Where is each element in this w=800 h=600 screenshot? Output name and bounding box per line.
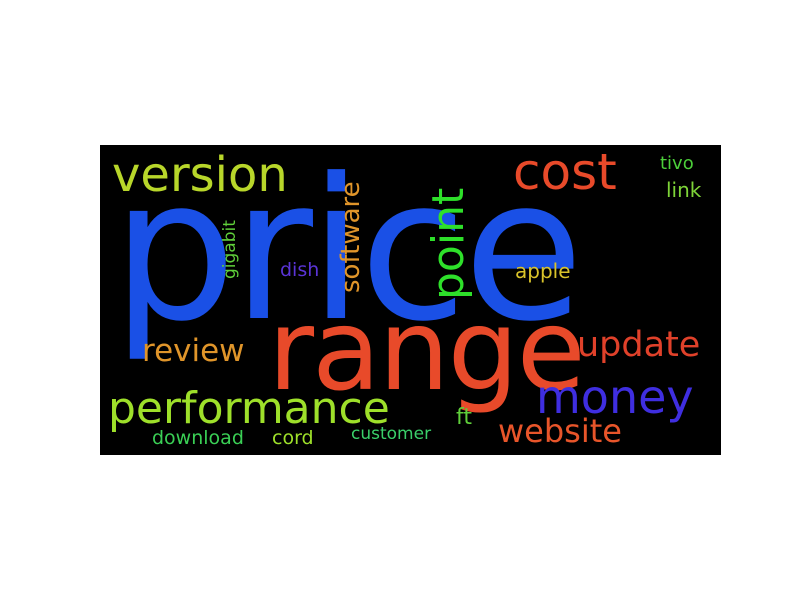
- word-review: review: [142, 333, 245, 369]
- word-money: money: [536, 370, 694, 424]
- word-update: update: [577, 325, 701, 365]
- word-point: point: [423, 187, 474, 300]
- word-link: link: [666, 178, 702, 202]
- word-version: version: [112, 147, 288, 203]
- word-range: range: [268, 286, 586, 416]
- word-gigabit: gigabit: [220, 220, 240, 279]
- word-customer: customer: [351, 424, 432, 444]
- word-tivo: tivo: [660, 153, 694, 174]
- word-ft: ft: [456, 405, 472, 430]
- word-performance: performance: [108, 383, 390, 434]
- word-website: website: [498, 412, 622, 450]
- word-price: price: [112, 145, 584, 365]
- word-cloud: price version cost tivo link gigabit sof…: [100, 145, 721, 455]
- word-cost: cost: [513, 145, 617, 201]
- word-download: download: [152, 427, 244, 449]
- word-apple: apple: [515, 259, 571, 283]
- word-software: software: [336, 181, 366, 293]
- word-dish: dish: [280, 259, 320, 281]
- word-cord: cord: [272, 427, 314, 449]
